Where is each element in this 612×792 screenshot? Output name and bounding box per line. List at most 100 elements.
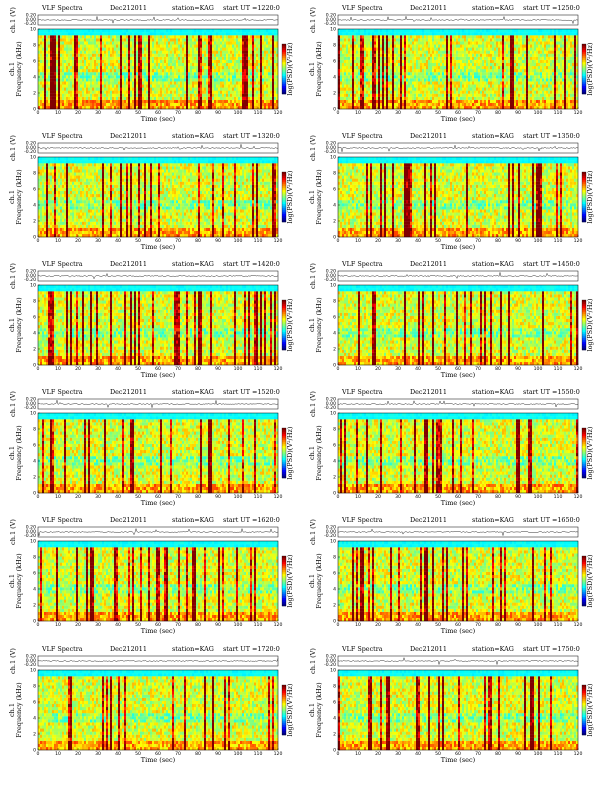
waveform-frame xyxy=(337,398,579,410)
waveform-tick-label: 0.00 xyxy=(26,529,36,535)
heatmap-cells xyxy=(338,157,579,238)
x-tick-label: 110 xyxy=(254,751,263,757)
x-tick-label: 0 xyxy=(337,110,340,116)
spectrogram-panel: VLF Spectra Dec212011 station=KAG start UT … xyxy=(308,4,598,129)
x-tick-label: 0 xyxy=(337,751,340,757)
x-tick-label: 30 xyxy=(95,494,101,500)
y-tick-label: 2 xyxy=(33,347,36,353)
y-axis-label: Frequency (kHz) xyxy=(315,682,323,738)
y-tick-label: 4 xyxy=(33,587,36,593)
header-title: VLF Spectra xyxy=(42,645,83,653)
waveform-tick-label: 0.20 xyxy=(26,654,36,660)
x-tick-label: 120 xyxy=(574,494,583,500)
header-date: Dec212011 xyxy=(410,4,447,12)
x-tick-label: 120 xyxy=(274,366,283,372)
x-tick-label: 30 xyxy=(395,110,401,116)
x-tick-label: 40 xyxy=(415,494,421,500)
x-tick-label: 100 xyxy=(534,110,543,116)
x-axis-label: Time (sec) xyxy=(141,243,176,251)
header-station: station=KAG xyxy=(172,260,214,268)
header-date: Dec212011 xyxy=(110,516,147,524)
x-tick-label: 100 xyxy=(234,110,243,116)
header-station: station=KAG xyxy=(472,516,514,524)
header-date: Dec212011 xyxy=(410,260,447,268)
y-tick-label: 10 xyxy=(330,668,336,674)
waveform-tick-label: -0.20 xyxy=(324,662,336,668)
y-tick-label: 0 xyxy=(33,748,36,754)
colorbar-label: log(PSD)(V²/Hz) xyxy=(286,683,294,736)
y-axis-label: Frequency (kHz) xyxy=(15,297,23,353)
waveform-tick-label: 0.20 xyxy=(26,141,36,147)
header-start-ut: start UT =1720:0 xyxy=(223,645,280,653)
x-tick-label: 20 xyxy=(375,238,381,244)
header-station: station=KAG xyxy=(172,645,214,653)
x-axis-label: Time (sec) xyxy=(141,499,176,507)
x-tick-label: 80 xyxy=(495,622,501,628)
header-title: VLF Spectra xyxy=(342,260,383,268)
x-tick-label: 60 xyxy=(455,751,461,757)
colorbar xyxy=(281,171,287,223)
x-tick-label: 50 xyxy=(435,751,441,757)
y-tick-label: 4 xyxy=(33,716,36,722)
waveform-tick-label: 0.20 xyxy=(326,141,336,147)
spectrogram-panel: VLF Spectra Dec212011 station=KAG start UT … xyxy=(308,645,598,770)
y-axis-channel-label: ch.1 xyxy=(8,574,16,588)
y-axis-label: Frequency (kHz) xyxy=(15,425,23,481)
waveform-tick-label: 0.00 xyxy=(326,273,336,279)
x-tick-label: 0 xyxy=(37,494,40,500)
x-tick-label: 70 xyxy=(475,494,481,500)
y-tick-label: 6 xyxy=(33,315,36,321)
y-tick-label: 4 xyxy=(333,203,336,209)
x-axis-label: Time (sec) xyxy=(441,371,476,379)
x-tick-label: 20 xyxy=(75,238,81,244)
y-tick-label: 0 xyxy=(33,491,36,497)
spectrogram-panel: VLF Spectra Dec212011 station=KAG start UT … xyxy=(8,4,298,129)
y-tick-label: 0 xyxy=(333,107,336,113)
x-tick-label: 50 xyxy=(435,110,441,116)
x-tick-label: 110 xyxy=(254,494,263,500)
y-axis-channel-label: ch.1 xyxy=(8,318,16,332)
x-tick-label: 110 xyxy=(554,110,563,116)
waveform-frame xyxy=(37,14,279,26)
x-tick-label: 80 xyxy=(195,110,201,116)
waveform-tick-label: -0.20 xyxy=(324,21,336,27)
x-tick-label: 20 xyxy=(75,622,81,628)
heatmap-cells xyxy=(38,670,279,751)
x-tick-label: 30 xyxy=(395,366,401,372)
x-tick-label: 0 xyxy=(37,751,40,757)
waveform-axis-label: ch.1 (V) xyxy=(9,391,17,417)
x-tick-label: 0 xyxy=(37,238,40,244)
x-tick-label: 120 xyxy=(274,110,283,116)
header-title: VLF Spectra xyxy=(342,516,383,524)
heatmap-cells xyxy=(338,29,579,110)
y-tick-label: 10 xyxy=(330,283,336,289)
x-tick-label: 90 xyxy=(515,238,521,244)
y-tick-label: 10 xyxy=(30,283,36,289)
x-tick-label: 90 xyxy=(515,110,521,116)
x-tick-label: 30 xyxy=(95,622,101,628)
x-axis-label: Time (sec) xyxy=(141,756,176,764)
spectrogram-panel: VLF Spectra Dec212011 station=KAG start UT … xyxy=(8,260,298,385)
y-tick-label: 6 xyxy=(333,571,336,577)
y-tick-label: 4 xyxy=(33,203,36,209)
y-tick-label: 2 xyxy=(33,91,36,97)
x-tick-label: 0 xyxy=(337,622,340,628)
x-tick-label: 60 xyxy=(155,366,161,372)
x-tick-label: 40 xyxy=(115,751,121,757)
x-tick-label: 70 xyxy=(175,494,181,500)
header-station: station=KAG xyxy=(472,4,514,12)
waveform-tick-label: -0.20 xyxy=(24,662,36,668)
y-axis-channel-label: ch.1 xyxy=(308,318,316,332)
waveform-tick-label: -0.20 xyxy=(24,21,36,27)
y-tick-label: 8 xyxy=(33,171,36,177)
colorbar xyxy=(581,684,587,736)
x-tick-label: 110 xyxy=(554,366,563,372)
colorbar-label: log(PSD)(V²/Hz) xyxy=(286,554,294,607)
x-tick-label: 60 xyxy=(455,110,461,116)
x-axis-label: Time (sec) xyxy=(441,499,476,507)
waveform-line xyxy=(37,658,279,662)
